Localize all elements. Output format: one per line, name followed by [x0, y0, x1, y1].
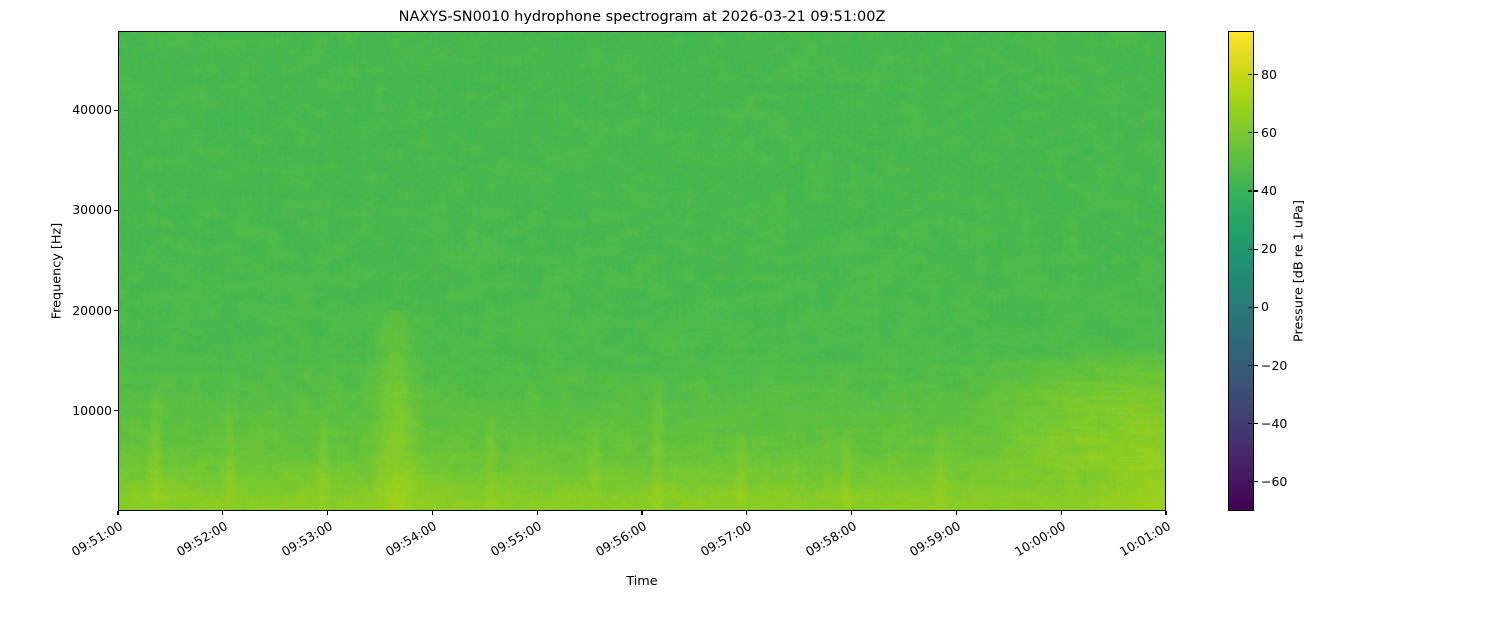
colorbar-tick-mark — [1254, 481, 1258, 483]
colorbar-tick-mark — [1254, 364, 1258, 367]
colorbar-tick-label: 60 — [1261, 124, 1277, 140]
colorbar-tick-mark — [1254, 132, 1258, 134]
colorbar-tick-label: 20 — [1261, 241, 1277, 257]
y-axis-label-text: Frequency [Hz] — [49, 222, 65, 320]
spectrogram-image — [119, 32, 1165, 510]
colorbar-tick-mark — [1254, 423, 1258, 425]
y-tick-label: 20000 — [72, 302, 112, 318]
colorbar-tick-mark — [1254, 306, 1258, 308]
x-tick-mark — [641, 511, 643, 515]
colorbar-tick-mark — [1254, 74, 1258, 76]
colorbar-tick-label: 0 — [1261, 299, 1269, 315]
colorbar-tick-mark-inner — [1248, 481, 1252, 483]
x-tick-mark — [117, 511, 119, 515]
colorbar[interactable] — [1228, 31, 1254, 511]
spectrogram-axes[interactable] — [118, 31, 1166, 511]
x-tick-mark — [222, 511, 224, 515]
x-tick-mark — [1060, 511, 1062, 515]
colorbar-tick-mark-inner — [1248, 132, 1252, 134]
x-tick-mark — [1165, 511, 1167, 515]
colorbar-gradient — [1229, 32, 1253, 510]
x-axis-label: Time — [626, 574, 658, 589]
x-tick-mark — [746, 511, 748, 515]
colorbar-tick-mark-inner — [1248, 74, 1252, 76]
colorbar-tick-label: 80 — [1261, 66, 1277, 82]
colorbar-tick-label: −20 — [1261, 357, 1288, 373]
colorbar-tick-mark — [1254, 190, 1258, 192]
y-tick-mark — [114, 109, 118, 111]
y-tick-mark — [114, 310, 118, 312]
colorbar-tick-mark-inner — [1248, 306, 1252, 308]
colorbar-tick-label: 40 — [1261, 183, 1277, 198]
colorbar-tick-mark — [1254, 248, 1258, 250]
colorbar-label-text: Pressure [dB re 1 uPa] — [1291, 200, 1307, 342]
x-tick-mark — [327, 511, 329, 515]
colorbar-tick-mark-inner — [1248, 248, 1252, 250]
y-tick-mark — [114, 209, 118, 211]
x-tick-mark — [851, 511, 853, 515]
x-tick-mark — [536, 511, 538, 515]
y-tick-label: 10000 — [72, 402, 112, 418]
colorbar-tick-mark-inner — [1248, 190, 1252, 192]
y-tick-label: 40000 — [72, 102, 112, 118]
y-tick-label: 30000 — [72, 202, 112, 218]
x-tick-mark — [431, 511, 433, 515]
page-title: NAXYS-SN0010 hydrophone spectrogram at 2… — [398, 9, 886, 25]
x-tick-mark — [955, 511, 957, 515]
colorbar-tick-mark-inner — [1248, 364, 1252, 367]
y-tick-mark — [114, 410, 118, 412]
colorbar-tick-label: −40 — [1261, 415, 1288, 431]
figure-canvas: NAXYS-SN0010 hydrophone spectrogram at 2… — [49, 9, 1307, 589]
colorbar-tick-mark-inner — [1248, 423, 1252, 425]
colorbar-tick-label: −60 — [1261, 473, 1288, 489]
